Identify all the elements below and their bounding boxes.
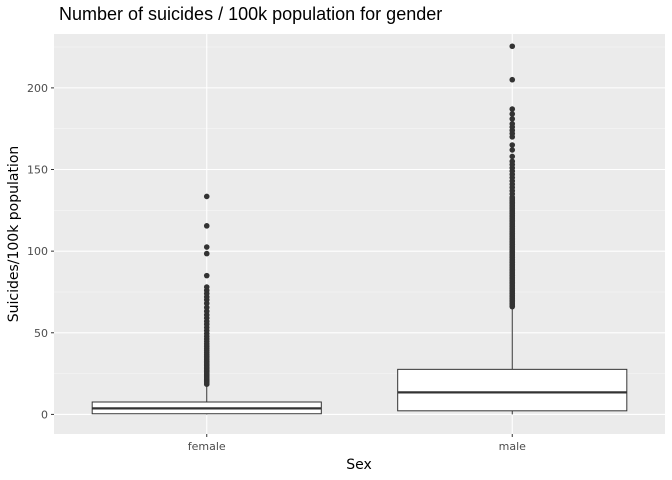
y-tick-label: 0	[41, 408, 48, 421]
outlier-point	[509, 43, 516, 50]
outlier-point	[203, 193, 210, 200]
outlier-point	[509, 116, 516, 122]
y-tick-label: 150	[27, 164, 48, 177]
box-female	[91, 193, 322, 415]
outlier-point	[509, 147, 516, 153]
x-tick-label-male: male	[499, 440, 527, 453]
x-axis-title: Sex	[346, 457, 372, 473]
outlier-point	[203, 223, 210, 229]
outlier-point	[509, 142, 516, 148]
y-tick-label: 200	[27, 82, 48, 95]
y-axis-title: Suicides/100k population	[6, 146, 22, 323]
outlier-point	[509, 111, 516, 117]
outlier-point	[509, 76, 516, 83]
plot-panel	[54, 34, 665, 434]
outlier-point	[203, 244, 210, 250]
boxes-layer	[91, 43, 628, 415]
outlier-point	[509, 158, 516, 165]
outlier-point	[203, 272, 210, 279]
outlier-point	[509, 120, 516, 127]
outlier-point	[203, 250, 210, 257]
chart-title: Number of suicides / 100k population for…	[59, 4, 443, 24]
axes-layer: 0 50 100 150 200 female male	[27, 82, 526, 453]
x-tick-label-female: female	[188, 440, 226, 453]
outlier-point	[509, 106, 516, 112]
y-tick-label: 50	[34, 327, 48, 340]
y-tick-label: 100	[27, 245, 48, 258]
outlier-point	[509, 153, 516, 160]
box-body	[397, 368, 628, 412]
outlier-point	[203, 304, 210, 311]
outlier-point	[203, 284, 210, 290]
box-male	[397, 43, 628, 415]
